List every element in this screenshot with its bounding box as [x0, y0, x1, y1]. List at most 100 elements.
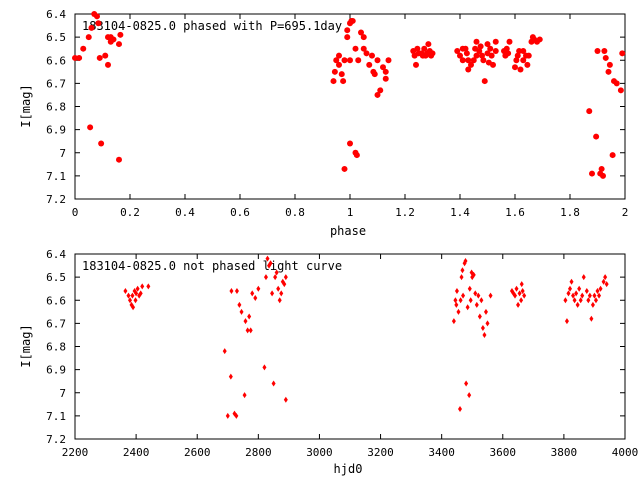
data-point	[96, 54, 103, 61]
data-point	[355, 57, 362, 64]
chart-title: 183104-0825.0 phased with P=695.1day	[82, 19, 342, 33]
data-point	[477, 43, 484, 50]
ticks: 0 0.2 0.4 0.6 0.8 1 1.2 1.4 1.6 1.8 2 6.4 6.5 6.6 6.7 6…	[46, 8, 628, 219]
data-point	[133, 297, 138, 304]
data-point	[465, 304, 470, 311]
data-point	[581, 274, 586, 281]
data-point	[463, 257, 468, 264]
data-point	[453, 297, 458, 304]
data-points	[123, 255, 609, 419]
data-point	[253, 294, 258, 301]
data-point	[72, 54, 78, 61]
data-point	[413, 61, 419, 68]
data-point	[473, 38, 480, 45]
y-tick-label: 6.7	[46, 77, 66, 90]
data-point	[414, 45, 421, 52]
data-point	[283, 396, 288, 403]
data-point	[525, 52, 532, 59]
data-point	[536, 36, 543, 43]
data-point	[471, 271, 476, 278]
data-point	[482, 331, 487, 338]
data-point	[347, 57, 353, 64]
plot-frame	[74, 13, 626, 200]
data-point	[98, 140, 105, 147]
data-point	[606, 61, 613, 68]
x-tick-label: 0.6	[230, 206, 250, 219]
data-point	[598, 165, 605, 172]
x-tick-label: 0	[72, 206, 79, 219]
y-tick-label: 6.7	[46, 317, 66, 330]
data-point	[116, 41, 122, 48]
x-tick-label: 0.2	[120, 206, 140, 219]
data-point	[268, 260, 273, 267]
x-tick-label: 2200	[62, 446, 89, 459]
x-axis-label: hjd0	[334, 462, 363, 476]
data-point	[589, 170, 595, 177]
data-point	[262, 364, 267, 371]
data-point	[520, 48, 527, 54]
data-point	[575, 301, 580, 308]
data-point	[131, 304, 136, 311]
data-point	[601, 278, 606, 285]
data-point	[458, 297, 463, 304]
data-point	[358, 29, 364, 36]
data-point	[225, 412, 230, 419]
data-point	[505, 50, 512, 57]
data-point	[126, 292, 131, 299]
data-point	[353, 152, 360, 159]
data-point	[589, 315, 594, 322]
data-point	[80, 45, 87, 52]
data-point	[485, 320, 490, 327]
data-point	[506, 38, 513, 45]
data-point	[456, 308, 461, 315]
data-point	[341, 165, 348, 172]
data-point	[459, 274, 464, 281]
data-point	[140, 283, 145, 290]
y-tick-label: 7	[59, 387, 66, 400]
data-point	[571, 292, 576, 299]
data-point	[593, 297, 598, 304]
data-point	[586, 108, 593, 115]
data-point	[374, 91, 381, 98]
data-point	[563, 297, 568, 304]
data-point	[382, 68, 389, 75]
data-point	[344, 27, 351, 34]
data-point	[256, 285, 261, 292]
data-point	[465, 57, 472, 64]
data-point	[454, 288, 459, 294]
data-point	[347, 140, 353, 147]
data-point	[595, 288, 600, 294]
chart-title: 183104-0825.0 not phased light curve	[82, 259, 342, 273]
x-tick-label: 0.8	[285, 206, 305, 219]
data-point	[477, 313, 482, 320]
x-tick-label: 2400	[123, 446, 150, 459]
data-point	[566, 290, 571, 297]
data-point	[593, 133, 600, 140]
data-point	[135, 285, 140, 292]
data-point	[578, 297, 583, 304]
data-point	[382, 75, 389, 82]
data-point	[146, 283, 151, 290]
data-point	[462, 45, 469, 52]
data-point	[587, 292, 592, 299]
data-point	[603, 274, 608, 281]
data-point	[481, 78, 488, 85]
data-point	[273, 274, 278, 281]
data-point	[517, 66, 524, 73]
data-point	[265, 255, 270, 262]
data-point	[377, 87, 384, 94]
data-point	[330, 78, 337, 85]
data-point	[270, 290, 275, 297]
data-point	[245, 327, 250, 334]
x-tick-label: 3600	[490, 446, 517, 459]
data-point	[584, 288, 589, 294]
y-tick-label: 7.2	[46, 433, 66, 446]
data-point	[473, 290, 478, 297]
data-point	[480, 57, 487, 64]
plot-frame	[74, 253, 626, 440]
data-point	[243, 318, 248, 325]
y-tick-label: 6.8	[46, 101, 66, 114]
data-point	[457, 52, 463, 59]
data-point	[274, 269, 279, 276]
data-point	[451, 318, 456, 325]
